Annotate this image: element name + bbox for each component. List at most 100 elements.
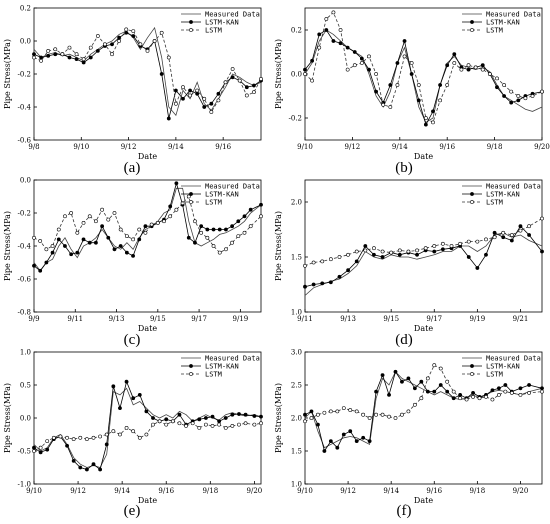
legend-marker-lstm (470, 372, 474, 376)
data-point-lstm-kan (131, 253, 135, 258)
legend-label-measured-data: Measured Data (205, 11, 260, 19)
y-tick-label: -0.4 (18, 243, 32, 251)
data-point-lstm-kan (328, 280, 333, 285)
data-point-lstm-kan (374, 89, 379, 94)
data-point-lstm-kan (432, 249, 437, 254)
legend-label-lstm-kan: LSTM-KAN (205, 19, 239, 27)
data-point-lstm-kan (137, 392, 142, 397)
data-point-lstm-kan (431, 109, 435, 114)
data-point-lstm-kan (56, 237, 61, 242)
data-point-lstm (131, 429, 136, 434)
data-point-lstm (58, 434, 63, 439)
data-point-lstm-kan (63, 244, 67, 248)
panel-label-d: (d) (395, 332, 413, 348)
data-point-lstm (440, 241, 445, 246)
data-point-lstm (328, 409, 333, 414)
data-point-lstm-kan (475, 266, 480, 270)
y-tick-label: 0.0 (20, 177, 31, 185)
data-point-lstm-kan (69, 252, 74, 257)
data-point-lstm-kan (248, 207, 253, 212)
data-point-lstm-kan (438, 383, 443, 387)
x-tick-label: 9/14 (114, 487, 130, 495)
data-point-lstm-kan (354, 439, 359, 444)
data-point-lstm (458, 241, 463, 246)
data-point-lstm-kan (252, 83, 256, 88)
data-point-lstm-kan (374, 389, 379, 394)
data-point-lstm (94, 219, 98, 224)
data-point-lstm (425, 376, 430, 381)
data-point-lstm (118, 227, 123, 232)
data-point-lstm (252, 90, 256, 95)
data-point-lstm-kan (118, 406, 122, 411)
data-point-lstm (138, 42, 143, 47)
data-point-lstm-kan (151, 416, 155, 420)
data-point-lstm (217, 422, 222, 427)
data-point-lstm-kan (303, 412, 307, 417)
y-tick-label: 2.5 (291, 382, 302, 390)
chart-panel-5: 1.0 0.5 0.0 -0.5 -1.09/10 9/12 9/14 9/16 9/18 9/2… (3, 349, 263, 505)
data-point-lstm (204, 422, 208, 427)
data-point-lstm (149, 222, 154, 227)
data-point-lstm-kan (310, 58, 315, 63)
x-tick-label: 9/12 (340, 487, 356, 495)
data-point-lstm-kan (209, 101, 214, 106)
series-line-lstm-kan (33, 32, 262, 119)
data-point-lstm (509, 89, 514, 94)
data-point-lstm (74, 52, 79, 57)
data-point-lstm-kan (419, 379, 424, 384)
data-point-lstm-kan (337, 274, 342, 279)
data-point-lstm (211, 244, 216, 248)
data-point-lstm (449, 244, 454, 248)
data-point-lstm (346, 252, 350, 257)
data-point-lstm-kan (91, 462, 96, 467)
data-point-lstm (523, 96, 528, 101)
data-point-lstm (100, 207, 105, 212)
data-point-lstm-kan (174, 181, 179, 186)
data-point-lstm-kan (509, 100, 514, 105)
data-point-lstm-kan (359, 56, 364, 61)
data-point-lstm (173, 101, 178, 106)
x-tick-label: 9/11 (297, 315, 313, 323)
data-point-lstm (205, 235, 210, 240)
data-point-lstm-kan (445, 63, 450, 68)
data-point-lstm-kan (88, 55, 93, 60)
data-point-lstm (111, 429, 116, 434)
data-point-lstm (419, 396, 424, 401)
data-point-lstm (32, 235, 36, 240)
data-point-lstm (374, 412, 379, 417)
data-point-lstm-kan (518, 386, 523, 391)
data-point-lstm-kan (38, 268, 43, 273)
data-point-lstm-kan (346, 268, 350, 273)
data-point-lstm-kan (144, 409, 149, 414)
data-point-lstm-kan (328, 439, 333, 444)
series-line-measured-data (304, 232, 543, 296)
data-point-lstm (431, 120, 435, 125)
data-point-lstm-kan (425, 389, 430, 394)
y-tick-label: 3.0 (291, 349, 302, 357)
data-point-lstm (509, 391, 514, 395)
data-point-lstm (320, 259, 325, 264)
data-point-lstm (445, 379, 450, 384)
x-tick-label: 9/20 (534, 143, 550, 151)
data-point-lstm (412, 402, 417, 407)
data-point-lstm-kan (177, 412, 182, 417)
data-point-lstm (509, 233, 514, 237)
data-point-lstm (322, 410, 327, 415)
data-point-lstm (223, 80, 228, 85)
data-point-lstm (406, 409, 411, 414)
data-point-lstm (416, 83, 421, 87)
data-point-lstm-kan (361, 435, 366, 440)
data-point-lstm-kan (118, 244, 123, 248)
data-point-lstm (495, 76, 499, 81)
chart-panel-2: 0.2 0.0 -0.2 9/10 9/12 9/14 9/16 9/18 9/20 Date Pi… (274, 7, 550, 161)
y-tick-label: 2.0 (291, 415, 302, 423)
x-tick-label: 9/16 (215, 143, 231, 151)
data-point-lstm (252, 422, 257, 427)
data-point-lstm (530, 94, 535, 98)
data-point-lstm (186, 194, 191, 199)
data-point-lstm (397, 248, 402, 253)
data-point-lstm-kan (492, 230, 497, 235)
legend-label-measured-data: Measured Data (486, 355, 541, 363)
data-point-lstm-kan (452, 52, 457, 57)
data-point-lstm-kan (409, 72, 414, 76)
